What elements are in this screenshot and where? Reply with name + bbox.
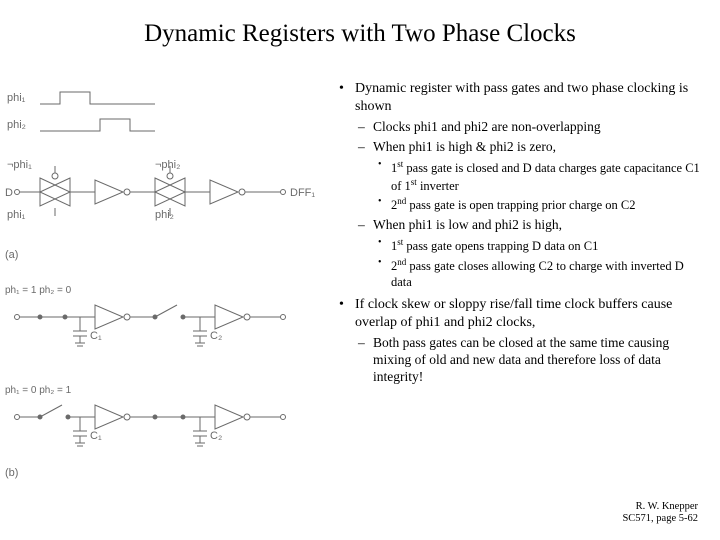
c2-label-a: C₂	[210, 330, 222, 342]
phi1-bot-label: phi₁	[7, 209, 26, 221]
d-label: D	[5, 187, 13, 199]
dot-2-1: 1st pass gate is closed and D data charg…	[373, 159, 705, 195]
c1-label-b: C₁	[90, 430, 102, 442]
text-content: Dynamic register with pass gates and two…	[335, 80, 705, 392]
phi1-label: phi₁	[7, 92, 26, 104]
cond-a-label: ph₁ = 1 ph₂ = 0	[5, 285, 72, 296]
bullet-1: Dynamic register with pass gates and two…	[335, 80, 705, 290]
circuit-diagram: phi₁ phi₂ ¬phi₁ phi₁ D	[5, 86, 328, 486]
diagram-area: phi₁ phi₂ ¬phi₁ phi₁ D	[5, 86, 328, 491]
phi2-bot-label: phi₂	[155, 209, 174, 221]
c1-label-a: C₁	[90, 330, 102, 342]
dot-3-2: 2nd pass gate closes allowing C2 to char…	[373, 257, 705, 290]
phi2-label: phi₂	[7, 119, 26, 131]
not-phi1-label: ¬phi₁	[7, 159, 32, 171]
footer-line2: SC571, page 5-62	[622, 513, 698, 526]
footer-line1: R. W. Knepper	[622, 501, 698, 514]
dash-1: Clocks phi1 and phi2 are non-overlapping	[355, 119, 705, 136]
dash-b2-1: Both pass gates can be closed at the sam…	[355, 335, 705, 386]
bullet-2: If clock skew or sloppy rise/fall time c…	[335, 296, 705, 386]
c2-label-b: C₂	[210, 430, 222, 442]
a-marker: (a)	[5, 249, 18, 261]
slide-title: Dynamic Registers with Two Phase Clocks	[0, 20, 720, 48]
dash-3: When phi1 is low and phi2 is high, 1st p…	[355, 217, 705, 290]
dash-2: When phi1 is high & phi2 is zero, 1st pa…	[355, 139, 705, 214]
not-phi2-label: ¬phi₂	[155, 159, 180, 171]
dot-2-2: 2nd pass gate is open trapping prior cha…	[373, 196, 705, 214]
footer: R. W. Knepper SC571, page 5-62	[622, 501, 698, 526]
b-marker: (b)	[5, 467, 18, 479]
dff1-label: DFF₁	[290, 187, 315, 199]
bullet-1-text: Dynamic register with pass gates and two…	[355, 81, 688, 114]
bullet-2-text: If clock skew or sloppy rise/fall time c…	[355, 297, 672, 330]
cond-b-label: ph₁ = 0 ph₂ = 1	[5, 385, 72, 396]
dot-3-1: 1st pass gate opens trapping D data on C…	[373, 237, 705, 255]
